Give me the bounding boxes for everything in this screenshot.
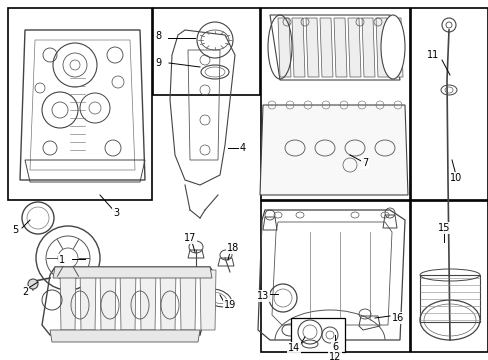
Bar bbox=[261, 8, 409, 200]
Polygon shape bbox=[100, 270, 116, 330]
Bar bbox=[8, 8, 152, 200]
Polygon shape bbox=[200, 270, 216, 330]
Text: 3: 3 bbox=[113, 208, 119, 218]
Polygon shape bbox=[375, 18, 388, 77]
Bar bbox=[153, 8, 260, 95]
Text: 11: 11 bbox=[426, 50, 438, 60]
Polygon shape bbox=[260, 105, 407, 195]
Text: 6: 6 bbox=[331, 342, 337, 352]
Text: 13: 13 bbox=[256, 291, 268, 301]
Polygon shape bbox=[361, 18, 374, 77]
Text: 2: 2 bbox=[22, 287, 28, 297]
Text: 9: 9 bbox=[155, 58, 161, 68]
Text: 1: 1 bbox=[59, 255, 65, 265]
Polygon shape bbox=[180, 270, 196, 330]
Ellipse shape bbox=[28, 279, 38, 289]
Polygon shape bbox=[333, 18, 346, 77]
Polygon shape bbox=[53, 267, 212, 278]
Polygon shape bbox=[50, 330, 200, 342]
Bar bbox=[261, 201, 409, 352]
Polygon shape bbox=[80, 270, 96, 330]
Polygon shape bbox=[305, 18, 318, 77]
Polygon shape bbox=[60, 270, 76, 330]
Polygon shape bbox=[140, 270, 156, 330]
Text: 12: 12 bbox=[328, 352, 341, 360]
Polygon shape bbox=[160, 270, 176, 330]
Polygon shape bbox=[278, 18, 290, 77]
Text: 5: 5 bbox=[12, 225, 18, 235]
Text: 14: 14 bbox=[287, 343, 300, 353]
Polygon shape bbox=[120, 270, 136, 330]
Text: 16: 16 bbox=[391, 313, 403, 323]
Polygon shape bbox=[291, 18, 305, 77]
Text: 8: 8 bbox=[155, 31, 161, 41]
Bar bbox=[410, 201, 487, 352]
Polygon shape bbox=[319, 18, 332, 77]
Text: 18: 18 bbox=[226, 243, 239, 253]
Text: 19: 19 bbox=[224, 300, 236, 310]
Bar bbox=[410, 8, 487, 200]
Text: 15: 15 bbox=[437, 223, 449, 233]
Polygon shape bbox=[347, 18, 360, 77]
Bar bbox=[290, 318, 345, 352]
Text: 17: 17 bbox=[183, 233, 196, 243]
Text: 7: 7 bbox=[361, 158, 367, 168]
Ellipse shape bbox=[380, 15, 404, 79]
Polygon shape bbox=[389, 18, 402, 77]
Text: 10: 10 bbox=[449, 173, 461, 183]
Text: 4: 4 bbox=[240, 143, 245, 153]
